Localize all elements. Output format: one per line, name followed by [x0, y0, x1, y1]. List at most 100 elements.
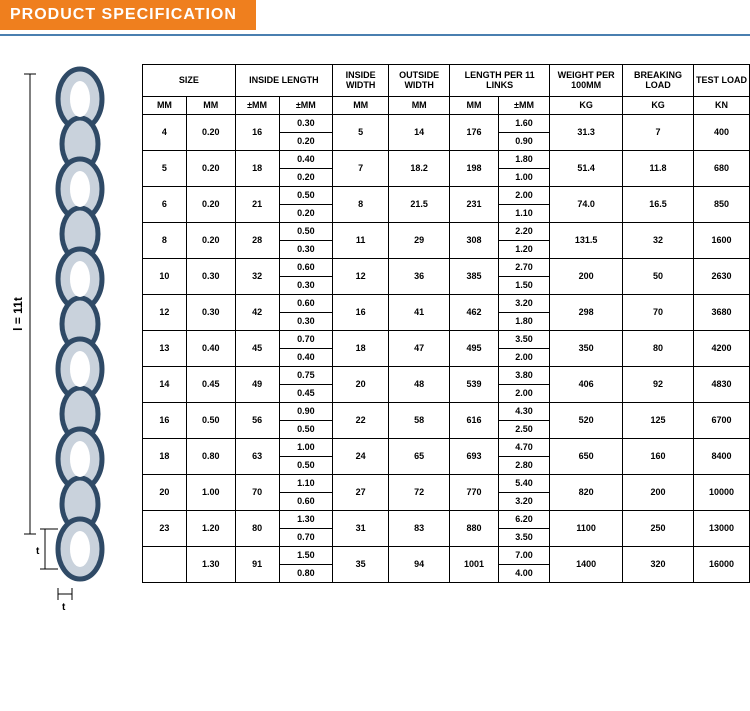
table-cell: 23 — [143, 511, 187, 547]
table-cell: 200 — [623, 475, 694, 511]
table-cell: 56 — [235, 403, 279, 439]
table-cell: 70 — [235, 475, 279, 511]
table-cell: 1001 — [450, 547, 499, 583]
table-cell: 21 — [235, 187, 279, 223]
table-cell: 850 — [693, 187, 749, 223]
table-cell: 0.50 — [186, 403, 235, 439]
th-size: SIZE — [143, 65, 236, 97]
table-cell: 3680 — [693, 295, 749, 331]
table-cell: 11.8 — [623, 151, 694, 187]
table-cell — [143, 547, 187, 583]
table-cell: 0.20 — [186, 223, 235, 259]
table-cell: 400 — [693, 115, 749, 151]
table-cell: 13 — [143, 331, 187, 367]
table-cell: 1.80 — [498, 151, 549, 169]
table-row: 201.00701.1027727705.4082020010000 — [143, 475, 750, 493]
table-cell: 3.20 — [498, 493, 549, 511]
table-cell: 41 — [389, 295, 450, 331]
table-cell: 1400 — [550, 547, 623, 583]
table-cell: 20 — [143, 475, 187, 511]
table-cell: 495 — [450, 331, 499, 367]
table-cell: 0.30 — [279, 115, 333, 133]
table-row: 1.30911.50359410017.00140032016000 — [143, 547, 750, 565]
table-cell: 74.0 — [550, 187, 623, 223]
table-cell: 4 — [143, 115, 187, 151]
table-cell: 0.80 — [186, 439, 235, 475]
table-cell: 4200 — [693, 331, 749, 367]
table-cell: 50 — [623, 259, 694, 295]
table-cell: 24 — [333, 439, 389, 475]
table-cell: 2.50 — [498, 421, 549, 439]
table-row: 80.20280.5011293082.20131.5321600 — [143, 223, 750, 241]
th-outside-width: OUTSIDE WIDTH — [389, 65, 450, 97]
table-cell: 3.50 — [498, 529, 549, 547]
table-row: 130.40450.7018474953.50350804200 — [143, 331, 750, 349]
table-cell: 16 — [143, 403, 187, 439]
table-cell: 125 — [623, 403, 694, 439]
table-cell: 0.30 — [186, 259, 235, 295]
table-cell: 45 — [235, 331, 279, 367]
table-cell: 16.5 — [623, 187, 694, 223]
table-cell: 16 — [235, 115, 279, 151]
table-cell: 83 — [389, 511, 450, 547]
table-cell: 5 — [333, 115, 389, 151]
th-inside-length: INSIDE LENGTH — [235, 65, 333, 97]
table-row: 160.50560.9022586164.305201256700 — [143, 403, 750, 421]
table-cell: 1.80 — [498, 313, 549, 331]
table-cell: 0.20 — [186, 151, 235, 187]
table-cell: 4.70 — [498, 439, 549, 457]
table-cell: 0.40 — [186, 331, 235, 367]
spec-table-wrap: SIZE INSIDE LENGTH INSIDE WIDTH OUTSIDE … — [142, 64, 750, 624]
table-cell: 6700 — [693, 403, 749, 439]
table-cell: 0.80 — [279, 565, 333, 583]
table-cell: 880 — [450, 511, 499, 547]
table-cell: 539 — [450, 367, 499, 403]
table-cell: 18.2 — [389, 151, 450, 187]
table-cell: 0.45 — [279, 385, 333, 403]
table-cell: 176 — [450, 115, 499, 151]
table-cell: 3.80 — [498, 367, 549, 385]
table-cell: 10 — [143, 259, 187, 295]
th-breaking-load: BREAKING LOAD — [623, 65, 694, 97]
table-cell: 198 — [450, 151, 499, 187]
table-cell: 72 — [389, 475, 450, 511]
table-cell: 1.50 — [498, 277, 549, 295]
table-cell: 1.00 — [186, 475, 235, 511]
content: l = 11t — [0, 64, 750, 624]
th-unit-7: ±MM — [498, 97, 549, 115]
table-cell: 7.00 — [498, 547, 549, 565]
table-cell: 616 — [450, 403, 499, 439]
spec-table: SIZE INSIDE LENGTH INSIDE WIDTH OUTSIDE … — [142, 64, 750, 583]
table-cell: 2630 — [693, 259, 749, 295]
table-row: 50.20180.40718.21981.8051.411.8680 — [143, 151, 750, 169]
table-cell: 18 — [235, 151, 279, 187]
table-cell: 7 — [623, 115, 694, 151]
table-cell: 12 — [143, 295, 187, 331]
table-cell: 63 — [235, 439, 279, 475]
table-cell: 0.20 — [279, 169, 333, 187]
table-cell: 160 — [623, 439, 694, 475]
th-inside-width: INSIDE WIDTH — [333, 65, 389, 97]
table-cell: 22 — [333, 403, 389, 439]
table-cell: 58 — [389, 403, 450, 439]
table-cell: 0.40 — [279, 151, 333, 169]
table-cell: 5.40 — [498, 475, 549, 493]
diagram-label: l = 11t — [11, 297, 25, 331]
table-cell: 250 — [623, 511, 694, 547]
th-unit-8: KG — [550, 97, 623, 115]
table-row: 60.20210.50821.52312.0074.016.5850 — [143, 187, 750, 205]
table-cell: 1600 — [693, 223, 749, 259]
table-cell: 0.30 — [279, 313, 333, 331]
table-cell: 91 — [235, 547, 279, 583]
th-unit-9: KG — [623, 97, 694, 115]
table-cell: 14 — [143, 367, 187, 403]
table-cell: 2.20 — [498, 223, 549, 241]
table-cell: 0.75 — [279, 367, 333, 385]
table-cell: 1.50 — [279, 547, 333, 565]
table-cell: 3.50 — [498, 331, 549, 349]
table-cell: 0.90 — [498, 133, 549, 151]
table-cell: 520 — [550, 403, 623, 439]
table-cell: 1.10 — [498, 205, 549, 223]
table-cell: 820 — [550, 475, 623, 511]
table-row: 140.45490.7520485393.80406924830 — [143, 367, 750, 385]
